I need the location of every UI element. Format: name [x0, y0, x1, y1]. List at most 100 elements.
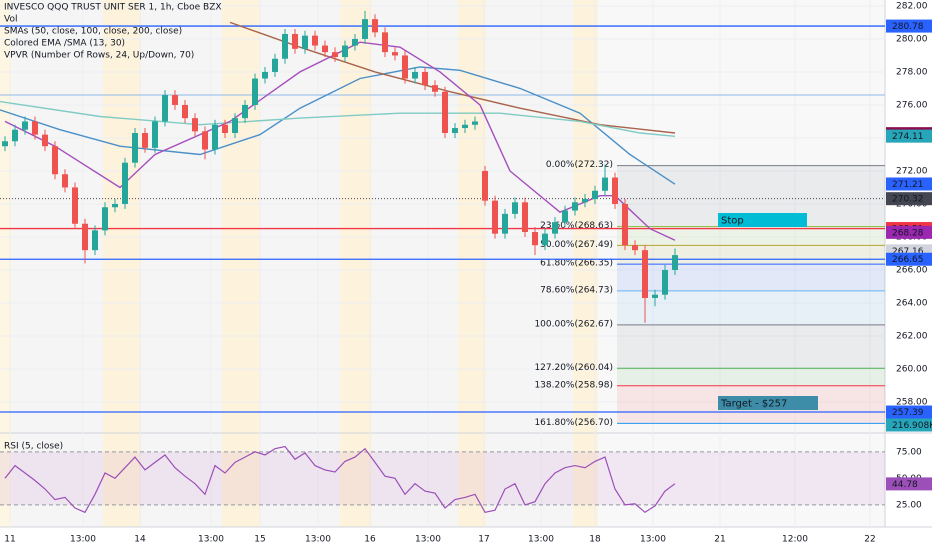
y-tick-label: 278.00 — [896, 67, 928, 77]
legend-entry: SMAs (50, close, 100, close, 200, close) — [4, 27, 182, 37]
fib-label: 100.00%(262.67) — [534, 319, 613, 329]
candle-body — [332, 52, 338, 58]
rsi-line — [4, 445, 676, 514]
x-tick-label: 11 — [4, 535, 15, 545]
fib-band — [617, 324, 885, 369]
candle-body — [142, 132, 148, 148]
price-tag: 257.39 — [886, 405, 932, 419]
x-tick-label: 21 — [714, 535, 725, 545]
price-tag: 44.78 — [886, 477, 932, 491]
fib-label: 78.60%(264.73) — [540, 285, 613, 295]
candle-body — [92, 230, 98, 251]
band — [340, 0, 372, 527]
candle-body — [202, 131, 208, 150]
legend-entry: Colored EMA /SMA (13, 30) — [4, 39, 125, 49]
fib-label: 50.00%(267.49) — [540, 240, 613, 250]
candle-body — [592, 190, 598, 200]
y-tick-label: 264.00 — [896, 298, 928, 308]
x-tick-label: 12:00 — [782, 535, 808, 545]
candle-body — [22, 121, 28, 130]
candle-body — [432, 85, 438, 92]
candle-body — [182, 104, 188, 119]
x-tick-label: 13:00 — [415, 535, 441, 545]
candle-body — [352, 38, 358, 46]
annotation-box — [718, 396, 818, 410]
candle-body — [132, 132, 138, 163]
band — [458, 0, 486, 527]
price-tag: 270.32 — [886, 192, 932, 206]
rsi-band — [0, 451, 885, 505]
x-tick-label: 13:00 — [528, 535, 554, 545]
candle-body — [402, 55, 408, 79]
y-tick-label: 266.00 — [896, 265, 928, 275]
y-tick-label: 258.00 — [896, 397, 928, 407]
candle-body — [342, 45, 348, 58]
price-tag-label: 216.908K — [892, 421, 932, 431]
legend-entry: Vol — [4, 15, 17, 25]
x-tick-label: 13:00 — [640, 535, 666, 545]
price-tag-label: 267.16 — [892, 247, 924, 257]
candle-body — [42, 134, 48, 147]
y-tick-label: 282.00 — [896, 1, 928, 11]
price-tag-box — [886, 177, 932, 191]
price-tag-label: 280.78 — [892, 22, 924, 32]
x-tick-label: 16 — [364, 535, 376, 545]
y-tick-label: 260.00 — [896, 364, 928, 374]
time-axis — [0, 527, 932, 550]
candle-body — [192, 118, 198, 132]
fib-band — [617, 290, 885, 325]
price-tag-label: 271.21 — [892, 180, 924, 190]
fib-band — [617, 264, 885, 291]
candle-body — [102, 207, 108, 231]
candle-body — [282, 33, 288, 59]
candle-body — [292, 33, 298, 49]
candle-body — [62, 174, 68, 188]
y-tick-label: 272.00 — [896, 166, 928, 176]
candle-body — [382, 32, 388, 53]
price-tag-box — [886, 129, 932, 143]
candle-body — [172, 95, 178, 105]
fib-band — [617, 368, 885, 386]
y-tick-label: 276.00 — [896, 100, 928, 110]
candle-body — [12, 129, 18, 142]
candle-body — [662, 269, 668, 295]
candle-body — [212, 124, 218, 150]
candle-body — [32, 121, 38, 135]
band — [103, 0, 141, 527]
candle-body — [322, 45, 328, 53]
candle-body — [312, 35, 318, 46]
moving-average — [4, 41, 676, 241]
fib-label: 23.60%(268.63) — [540, 221, 613, 231]
price-tag-label: 270.32 — [892, 195, 924, 205]
y-tick-label: 280.00 — [896, 34, 928, 44]
price-tag: 216.908K — [886, 418, 932, 432]
price-tag: 274.11 — [886, 129, 932, 143]
price-tag-label: 257.39 — [892, 408, 924, 418]
candle-body — [612, 177, 618, 204]
candle-body — [52, 146, 58, 175]
candle-body — [152, 121, 158, 148]
x-tick-label: 13:00 — [70, 535, 96, 545]
rsi-tick-label: 25.00 — [896, 500, 922, 510]
candle-body — [552, 222, 558, 234]
candle-body — [602, 177, 608, 191]
candle-body — [112, 203, 118, 208]
candle-body — [262, 71, 268, 79]
candle-body — [512, 202, 518, 214]
candle-body — [422, 71, 428, 86]
x-tick-label: 15 — [254, 535, 265, 545]
legend-entry: VPVR (Number Of Rows, 24, Up/Down, 70) — [4, 51, 194, 61]
candle-body — [492, 200, 498, 234]
rsi-title: RSI (5, close) — [4, 442, 63, 452]
price-tag-box — [886, 192, 932, 206]
fib-label: 127.20%(260.04) — [534, 363, 613, 373]
candle-body — [372, 19, 378, 33]
candle-body — [252, 78, 258, 105]
rsi-tick-label: 75.00 — [896, 447, 922, 457]
price-tag-box — [886, 225, 932, 239]
candle-body — [502, 213, 508, 234]
candle-body — [582, 199, 588, 203]
moving-average — [0, 100, 676, 137]
candle-body — [122, 162, 128, 204]
